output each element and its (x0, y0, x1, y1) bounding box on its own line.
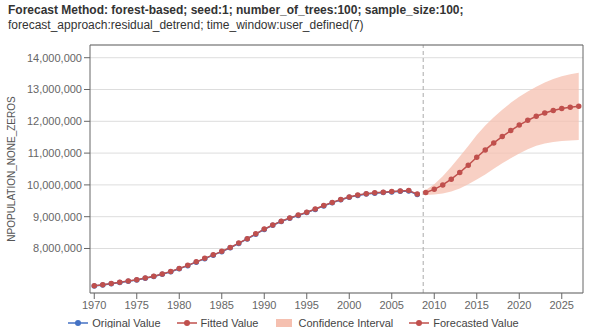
html-text:Confidence Interval: Confidence Interval (298, 317, 394, 328)
svg-text:1985: 1985 (210, 299, 234, 311)
html-text:Forecasted Value: Forecasted Value (433, 317, 519, 328)
html-text:forecast_approach:residual_det: forecast_approach:residual_detrend; time… (8, 18, 364, 32)
svg-text:1980: 1980 (167, 299, 191, 311)
svg-text:2020: 2020 (507, 299, 531, 311)
svg-text:NPOPULATION_NONE_ZEROS: NPOPULATION_NONE_ZEROS (8, 96, 17, 242)
svg-text:8,000,000: 8,000,000 (33, 242, 82, 254)
svg-text:12,000,000: 12,000,000 (27, 115, 82, 127)
svg-text:1995: 1995 (295, 299, 319, 311)
svg-text:1990: 1990 (252, 299, 276, 311)
svg-text:1975: 1975 (125, 299, 149, 311)
html-text:Forecast Method: forest-based;: Forecast Method: forest-based; seed:1; n… (8, 3, 464, 17)
svg-text:1970: 1970 (82, 299, 106, 311)
svg-text:13,000,000: 13,000,000 (27, 83, 82, 95)
svg-text:2025: 2025 (550, 299, 574, 311)
svg-text:2005: 2005 (380, 299, 404, 311)
svg-text:14,000,000: 14,000,000 (27, 52, 82, 64)
svg-text:2015: 2015 (465, 299, 489, 311)
svg-text:2000: 2000 (337, 299, 361, 311)
svg-text:9,000,000: 9,000,000 (33, 211, 82, 223)
svg-text:2010: 2010 (422, 299, 446, 311)
html-text:Fitted Value: Fitted Value (200, 317, 259, 328)
svg-text:11,000,000: 11,000,000 (28, 147, 82, 159)
svg-text:10,000,000: 10,000,000 (27, 179, 82, 191)
html-text:Original Value: Original Value (92, 317, 161, 328)
